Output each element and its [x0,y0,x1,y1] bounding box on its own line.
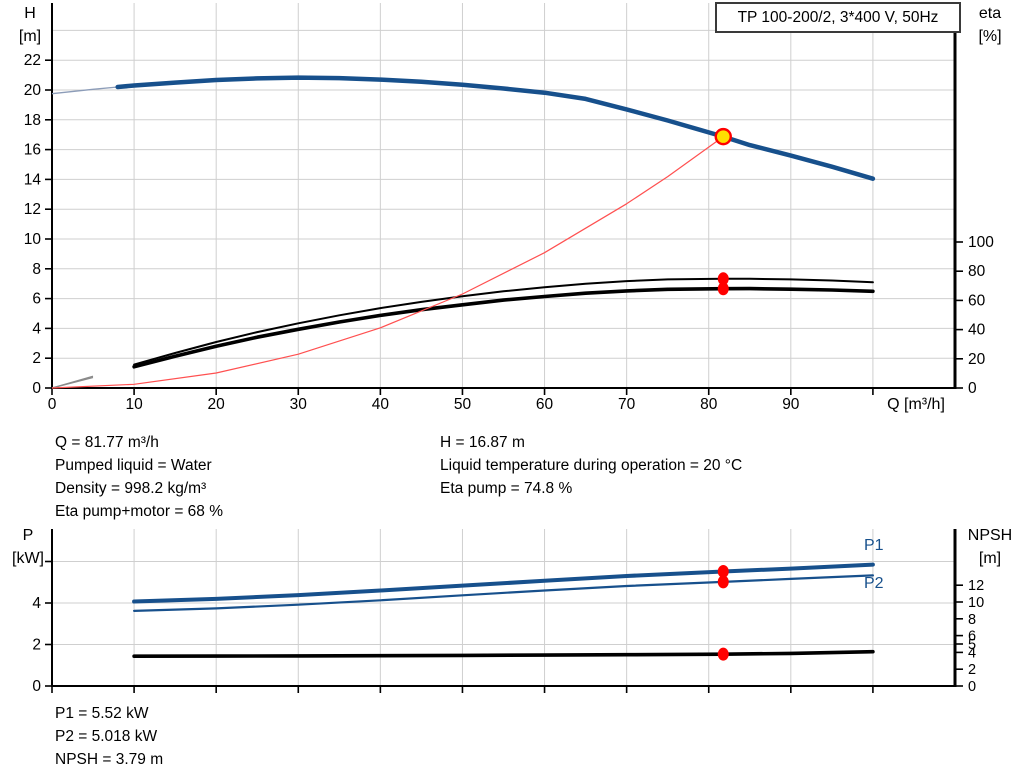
p2-series-label: P2 [864,575,884,592]
tick-label-left: 12 [24,201,41,218]
tick-label-x: 10 [125,396,143,413]
eta-pump-point [717,272,729,286]
tick-label-left: 6 [32,291,41,308]
system-curve [51,136,724,389]
eta-pump-text: Eta pump = 74.8 % [440,480,573,497]
p1-value-text: P1 = 5.52 kW [55,705,149,722]
eta-pump-motor-curve-leadin [51,376,94,389]
tick-label-right: 8 [968,612,976,628]
tick-label-left: 0 [32,380,41,397]
duty-flow-text: Q = 81.77 m³/h [55,434,159,451]
head-curve-leadin [51,86,118,95]
tick-label-x: 80 [700,396,718,413]
npsh-curve [132,649,875,658]
tick-label-right: 5 [968,637,976,653]
tick-label-x: 60 [536,396,554,413]
eta-axis-label: eta [%] [978,5,1002,45]
tick-label-x: 40 [372,396,390,413]
tick-label-left: 20 [24,82,42,99]
eta-pump-curve [133,277,874,366]
density-text: Density = 998.2 kg/m³ [55,480,207,497]
q-axis-label: Q [m³/h] [887,396,945,413]
eta-pump-motor-text: Eta pump+motor = 68 % [55,503,224,520]
tick-label-x: 90 [782,396,800,413]
tick-label-left: 2 [32,637,41,654]
tick-label-x: 50 [454,396,472,413]
tick-label-left: 16 [24,142,41,159]
p2-point [717,575,729,589]
tick-label-left: 4 [32,595,41,612]
tick-label-right: 2 [968,662,976,678]
tick-label-right: 80 [968,263,986,280]
p2-curve [133,574,874,612]
pump-title: TP 100-200/2, 3*400 V, 50Hz [737,9,939,26]
p1-point [717,564,729,578]
pump-title-box: TP 100-200/2, 3*400 V, 50Hz [715,2,961,33]
tick-label-right: 100 [968,234,994,251]
tick-label-left: 4 [32,320,41,337]
h-axis-label: H [m] [18,5,42,45]
tick-label-right: 4 [968,645,976,661]
tick-label-right: 0 [968,679,976,695]
tick-label-left: 18 [24,112,41,129]
eta-pump-motor-point [717,282,729,296]
tick-label-left: 2 [32,350,41,367]
npsh-value-text: NPSH = 3.79 m [55,751,164,768]
eta-pump-motor-curve [132,286,875,369]
tick-label-left: 0 [32,678,41,695]
liquid-temperature-text: Liquid temperature during operation = 20… [440,457,743,474]
duty-head-text: H = 16.87 m [440,434,525,451]
tick-label-right: 20 [968,351,986,368]
duty-point[interactable] [714,127,732,146]
head-curve [115,75,876,181]
p2-value-text: P2 = 5.018 kW [55,728,158,745]
tick-label-right: 40 [968,322,986,339]
tick-label-right: 12 [968,578,984,594]
tick-label-right: 0 [968,380,977,397]
p1-curve [132,562,875,604]
tick-label-right: 10 [968,595,984,611]
tick-label-x: 70 [618,396,636,413]
tick-label-x: 0 [48,396,57,413]
tick-label-right: 6 [968,629,976,645]
p1-series-label: P1 [864,537,884,554]
tick-label-left: 10 [24,231,42,248]
tick-label-left: 22 [24,52,41,69]
tick-label-x: 20 [208,396,226,413]
tick-label-x: 30 [290,396,308,413]
npsh-point [717,647,729,661]
tick-label-right: 60 [968,292,986,309]
npsh-axis-label: NPSH [m] [967,527,1013,567]
tick-label-left: 14 [24,171,42,188]
p-axis-label: P [kW] [12,527,44,567]
tick-label-left: 8 [32,261,41,278]
pumped-liquid-text: Pumped liquid = Water [55,457,212,474]
